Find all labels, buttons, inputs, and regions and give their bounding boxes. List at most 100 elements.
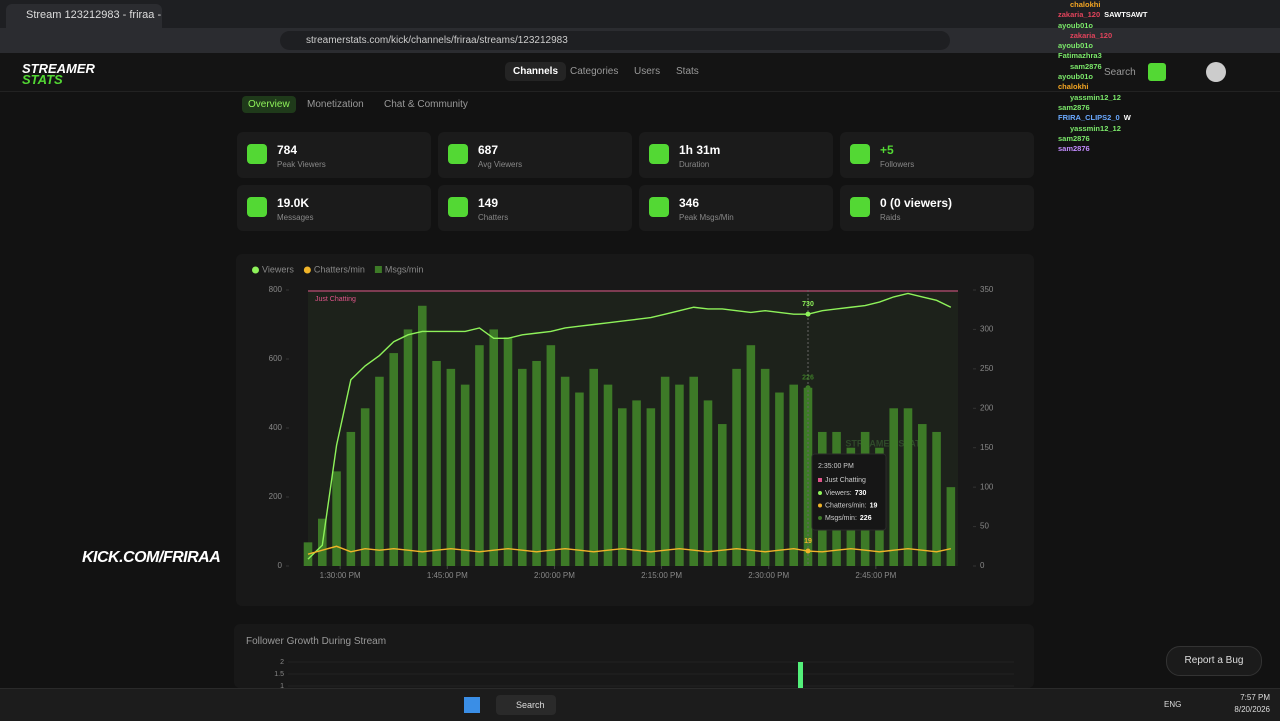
nav-link[interactable]: Stats <box>676 66 699 77</box>
bar <box>646 408 656 566</box>
chat-user: sam2876 <box>1058 144 1090 154</box>
stat-value: 687 <box>478 143 499 157</box>
legend-swatch <box>252 266 259 274</box>
tooltip-time: 2:35:00 PM <box>818 463 854 470</box>
bar <box>489 329 498 566</box>
browser-tab[interactable]: Stream 123212983 - friraa - Kick <box>6 4 162 28</box>
watermark: STREAMER STATS <box>845 438 926 448</box>
chat-line: sam2876 <box>1030 103 1230 113</box>
point-label: 19 <box>804 538 812 545</box>
search[interactable]: Search <box>1104 67 1136 78</box>
bar <box>575 392 584 566</box>
bar <box>432 360 441 566</box>
stat-icon <box>448 144 468 164</box>
bar <box>675 384 684 566</box>
tab[interactable]: Chat & Community <box>384 99 468 110</box>
bar <box>403 329 413 566</box>
stat-label: Duration <box>679 160 710 169</box>
start-button[interactable] <box>464 697 480 713</box>
tooltip-label: Msgs/min: <box>825 515 857 522</box>
nav-link[interactable]: Users <box>634 66 661 77</box>
chat-user: chalokhi <box>1058 82 1089 92</box>
chat-line: zakaria_120 <box>1030 31 1230 41</box>
y2-tick-label: 150 <box>980 443 994 452</box>
bar <box>475 345 484 566</box>
language[interactable]: ENG <box>1164 700 1182 709</box>
stat-label: Peak Viewers <box>277 160 326 169</box>
chat-text: W <box>1123 113 1131 123</box>
tooltip-swatch <box>818 478 822 482</box>
logo[interactable]: STATS <box>22 72 63 87</box>
chat-line: FRIRA_CLIPS2_0 W <box>1030 113 1230 123</box>
stat-icon <box>850 144 870 164</box>
tooltip-value: 226 <box>860 515 872 522</box>
y-tick-label: 1 <box>280 683 284 688</box>
bar <box>460 384 470 566</box>
chat-user: ayoub01o <box>1058 72 1094 82</box>
legend-label: Viewers <box>262 264 294 274</box>
chat-line: chalokhi <box>1030 0 1230 10</box>
report-bug-button[interactable]: Report a Bug <box>1166 646 1262 676</box>
nav-link[interactable]: Channels <box>505 62 567 81</box>
tooltip <box>811 453 887 531</box>
logo[interactable]: STREAMER <box>22 61 95 76</box>
bar <box>746 345 756 566</box>
date[interactable]: 8/20/2026 <box>1234 705 1270 714</box>
bar <box>589 368 598 566</box>
stat-label: Chatters <box>478 213 509 222</box>
chat-user: zakaria_120 <box>1070 30 1113 40</box>
stat-label: Peak Msgs/Min <box>679 213 734 222</box>
line <box>307 545 952 555</box>
x-tick-label: 1:30:00 PM <box>320 571 361 580</box>
stat-label: Followers <box>880 160 915 169</box>
stat-value: 1h 31m <box>679 143 721 157</box>
taskbar-search[interactable]: Search <box>496 695 556 715</box>
bar <box>346 431 356 566</box>
panel-title: Follower Growth During Stream <box>246 636 387 647</box>
bar <box>446 368 456 566</box>
bar <box>532 360 541 566</box>
chat-user: chalokhi <box>1070 0 1101 9</box>
url[interactable]: streamerstats.com/kick/channels/friraa/s… <box>280 31 950 50</box>
x-tick-label: 2:00:00 PM <box>534 571 575 580</box>
x-tick-label: 2:45:00 PM <box>855 571 896 580</box>
stat-value: 784 <box>277 143 298 157</box>
stat-icon <box>448 197 468 217</box>
y2-tick-label: 350 <box>980 285 994 294</box>
chat-line: zakaria_120 SAWTSAWT <box>1030 10 1230 20</box>
bar <box>946 487 956 566</box>
stat-value: 149 <box>478 196 499 210</box>
stat-card: 149 Chatters <box>438 185 632 231</box>
chat-line: ayoub01o <box>1030 21 1230 31</box>
kick-icon[interactable] <box>1148 63 1166 81</box>
point-label: 226 <box>802 375 814 382</box>
y2-tick-label: 200 <box>980 403 994 412</box>
stat-card: 0 (0 viewers) Raids <box>840 185 1034 231</box>
site-header: STREAMER STATS Search <box>0 53 1280 92</box>
nav-link[interactable]: Categories <box>570 66 619 77</box>
chat-line: sam2876 <box>1030 62 1230 72</box>
x-tick-label: 2:30:00 PM <box>748 571 789 580</box>
stream-overlay: KICK.COM/FRIRAA <box>82 549 221 566</box>
stat-card: 687 Avg Viewers <box>438 132 632 178</box>
y-tick-label: 800 <box>269 285 283 294</box>
chat-overlay: chalokhi zakaria_120 SAWTSAWT ayoub01o zakar… <box>1030 0 1230 154</box>
tab[interactable]: Overview <box>242 96 296 113</box>
bar <box>918 424 927 566</box>
chat-line: sam2876 <box>1030 134 1230 144</box>
stat-value: 346 <box>679 196 700 210</box>
chat-line: ayoub01o <box>1030 41 1230 51</box>
chat-line: Fatimazhra3 <box>1030 51 1230 61</box>
hover-point <box>805 311 811 317</box>
tooltip-label: Chatters/min: <box>825 502 867 509</box>
follower-panel: Follower Growth During Stream 2 1.5 1 <box>234 624 1034 688</box>
bar <box>760 368 770 566</box>
clock[interactable]: 7:57 PM <box>1240 693 1270 702</box>
taskbar: Search ENG 7:57 PM 8/20/2026 <box>0 688 1280 721</box>
legend-swatch <box>374 266 382 273</box>
tab[interactable]: Monetization <box>307 99 364 110</box>
chat-line: sam2876 <box>1030 144 1230 154</box>
avatar[interactable] <box>1206 62 1226 82</box>
tooltip-swatch <box>818 491 822 495</box>
